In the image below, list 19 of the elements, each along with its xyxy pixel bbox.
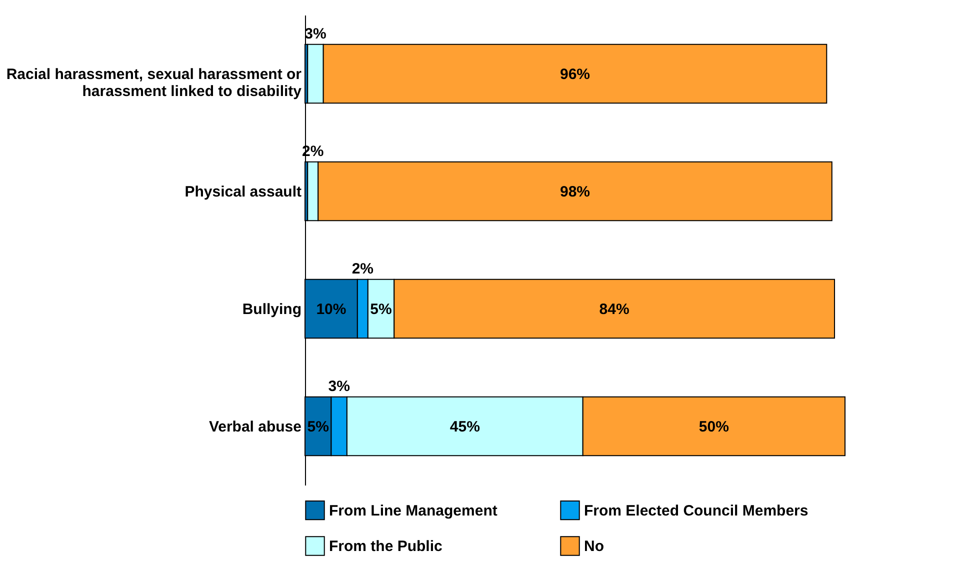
- data-label: 96%: [560, 66, 590, 83]
- y-tick-label: Verbal abuse: [208, 418, 302, 436]
- data-label: 98%: [560, 183, 590, 200]
- legend-label: From Line Management: [329, 502, 498, 520]
- data-label: 3%: [304, 25, 326, 42]
- data-label: 5%: [370, 300, 392, 318]
- data-label: 45%: [450, 418, 480, 436]
- legend-label: From the Public: [329, 538, 442, 555]
- y-tick-label: Racial harassment, sexual harassment or harassment linked to disability: [6, 66, 302, 100]
- data-label: 84%: [599, 300, 630, 318]
- data-label: 5%: [307, 418, 329, 436]
- data-label: 10%: [316, 300, 346, 318]
- data-label: 3%: [328, 378, 350, 395]
- legend-label: No: [584, 538, 604, 555]
- legend-label: From Elected Council Members: [584, 502, 808, 520]
- y-tick-label: Physical assault: [184, 183, 302, 200]
- data-label: 50%: [698, 418, 729, 436]
- y-tick-label: Bullying: [242, 300, 302, 318]
- data-label: 2%: [352, 260, 374, 278]
